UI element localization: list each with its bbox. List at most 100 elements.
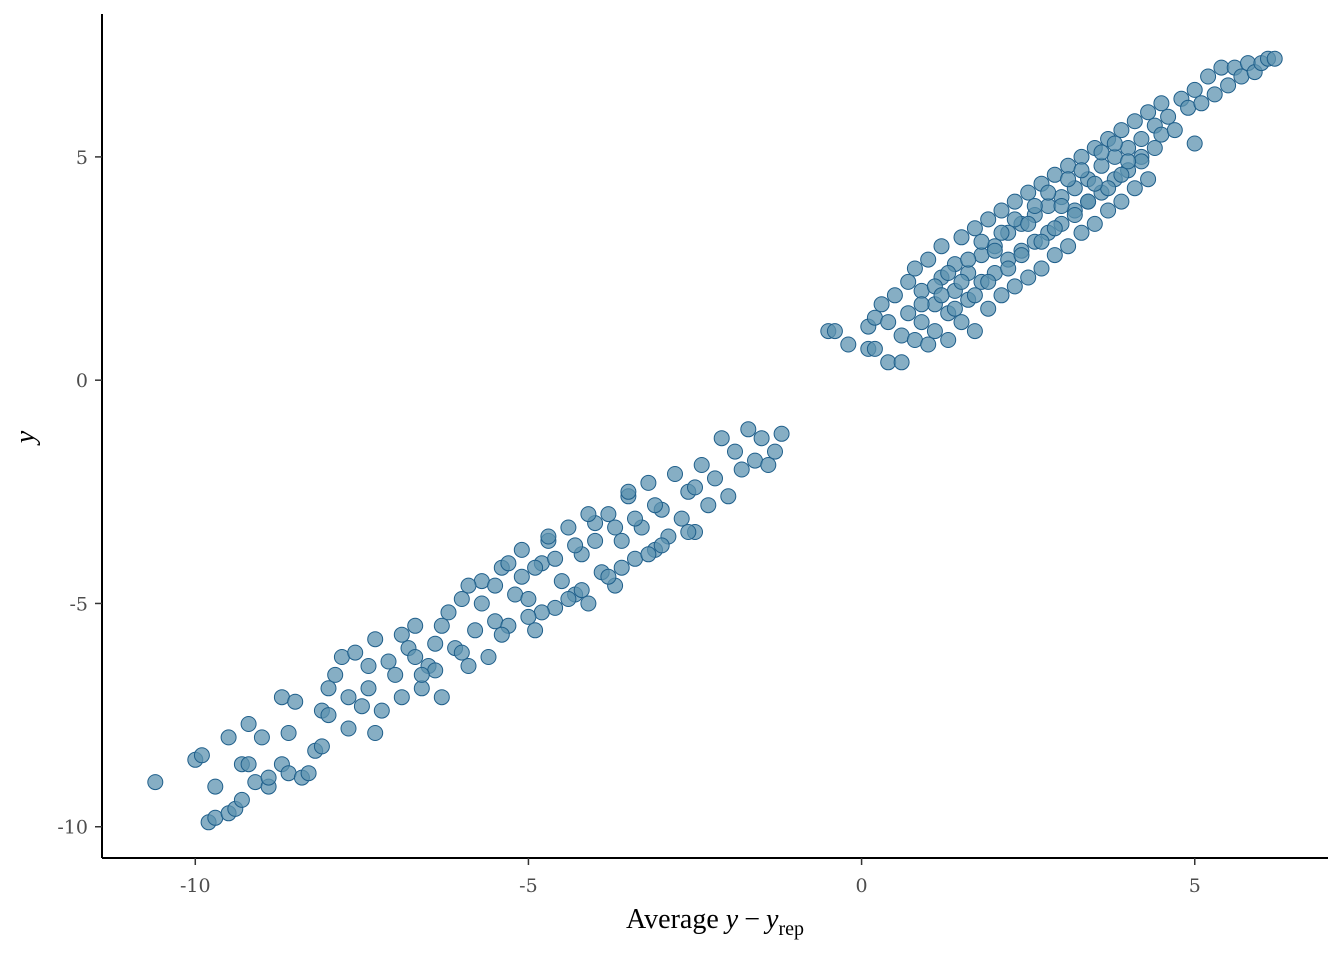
- data-point: [567, 537, 584, 554]
- x-axis-title: Average y − yrep: [626, 904, 804, 940]
- x-axis-title-subscript: rep: [778, 918, 804, 940]
- data-point: [1113, 122, 1130, 139]
- data-point: [773, 425, 790, 442]
- x-tick-label: 5: [1189, 875, 1201, 897]
- data-point: [653, 537, 670, 554]
- x-axis-title-prefix: Average: [626, 904, 726, 935]
- x-ticks: -10 -5 0 5: [180, 858, 1201, 897]
- data-point: [280, 725, 297, 741]
- data-point: [880, 354, 897, 371]
- data-point: [966, 220, 983, 237]
- data-point: [640, 546, 657, 563]
- data-point: [1006, 193, 1023, 210]
- data-point: [573, 582, 590, 599]
- data-point: [560, 591, 577, 607]
- x-axis-title-var2: y: [763, 904, 779, 935]
- data-point: [933, 287, 950, 304]
- data-point: [1020, 215, 1037, 232]
- data-point: [913, 282, 930, 299]
- data-point: [980, 211, 997, 228]
- data-point: [607, 519, 624, 536]
- data-point: [1153, 126, 1170, 143]
- data-point: [407, 649, 424, 665]
- data-point: [940, 332, 957, 348]
- data-point: [453, 644, 470, 661]
- data-point: [1100, 180, 1117, 197]
- data-point: [1140, 171, 1157, 188]
- data-point: [1033, 233, 1050, 250]
- data-point: [453, 591, 470, 607]
- data-point: [1006, 211, 1023, 228]
- data-point: [380, 653, 397, 670]
- y-tick-label: 0: [76, 370, 88, 392]
- data-point: [600, 568, 617, 585]
- data-point: [733, 461, 750, 478]
- data-point: [467, 622, 484, 639]
- data-point: [1106, 148, 1123, 165]
- data-point: [387, 666, 404, 683]
- data-point: [627, 510, 643, 527]
- data-point: [920, 251, 937, 268]
- data-point: [760, 457, 777, 473]
- data-point: [980, 300, 997, 317]
- data-point: [207, 778, 224, 795]
- data-point: [1006, 278, 1023, 295]
- data-point: [1100, 202, 1117, 219]
- data-point: [280, 765, 297, 782]
- data-point: [1133, 131, 1150, 147]
- data-point: [1093, 157, 1110, 174]
- data-point: [667, 466, 683, 482]
- data-point: [840, 336, 857, 353]
- x-tick-label: 0: [856, 875, 868, 897]
- data-point: [553, 573, 570, 590]
- data-point: [320, 707, 337, 724]
- data-point: [926, 323, 943, 340]
- data-point: [1160, 108, 1177, 125]
- data-point: [520, 591, 537, 607]
- data-point: [713, 430, 730, 447]
- data-point: [986, 242, 1003, 259]
- data-point: [473, 573, 490, 590]
- y-ticks: -10 -5 0 5: [57, 147, 102, 839]
- data-point: [253, 729, 270, 746]
- data-point: [600, 506, 617, 523]
- data-point: [580, 506, 597, 523]
- data-point: [1086, 215, 1103, 232]
- data-point: [587, 532, 604, 549]
- data-point: [533, 604, 550, 621]
- data-point: [560, 519, 577, 536]
- data-point: [413, 680, 430, 697]
- data-point: [627, 550, 643, 567]
- data-point: [1020, 184, 1037, 201]
- data-point: [700, 497, 717, 514]
- data-point: [1166, 122, 1183, 139]
- data-point: [273, 689, 290, 706]
- data-point: [620, 483, 637, 500]
- data-point: [973, 247, 990, 264]
- data-point: [913, 296, 930, 313]
- data-point: [1126, 180, 1143, 197]
- data-point: [367, 725, 384, 741]
- data-point: [327, 666, 344, 683]
- data-point: [1186, 81, 1203, 98]
- data-point: [1073, 224, 1090, 241]
- data-point: [966, 323, 983, 340]
- data-point: [707, 470, 723, 487]
- data-point: [460, 658, 477, 674]
- data-point: [873, 296, 890, 313]
- data-point: [480, 649, 497, 665]
- data-point: [1080, 193, 1097, 210]
- data-point: [1060, 171, 1077, 188]
- data-point: [393, 626, 410, 643]
- data-point: [1033, 260, 1050, 277]
- data-point: [693, 457, 710, 473]
- data-point: [1126, 113, 1143, 130]
- data-point: [473, 595, 490, 612]
- data-point: [740, 421, 757, 438]
- data-point: [1000, 260, 1017, 277]
- data-point: [966, 287, 983, 304]
- data-point: [333, 649, 350, 665]
- data-point: [980, 273, 997, 290]
- data-point: [1040, 184, 1057, 201]
